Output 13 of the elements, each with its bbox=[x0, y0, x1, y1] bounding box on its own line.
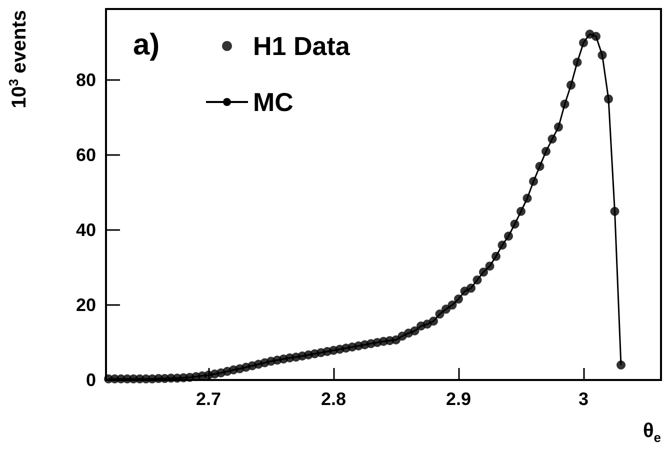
y-tick-label: 20 bbox=[76, 295, 96, 316]
annotation: a) bbox=[133, 28, 160, 62]
y-tick-label: 0 bbox=[86, 370, 96, 390]
y-tick-label: 80 bbox=[76, 70, 96, 90]
x-tick-label: 2.9 bbox=[446, 389, 472, 409]
x-tick-label: 2.7 bbox=[196, 389, 222, 409]
legend-label: H1 Data bbox=[253, 31, 350, 61]
y-tick-label: 60 bbox=[76, 145, 96, 166]
x-axis-title: θ$_{e}$ bbox=[642, 420, 661, 445]
legend-label: MC bbox=[253, 87, 294, 117]
y-tick-label: 40 bbox=[76, 220, 96, 240]
x-tick-label: 2.8 bbox=[320, 389, 346, 409]
x-tick-label: 3 bbox=[578, 389, 589, 409]
